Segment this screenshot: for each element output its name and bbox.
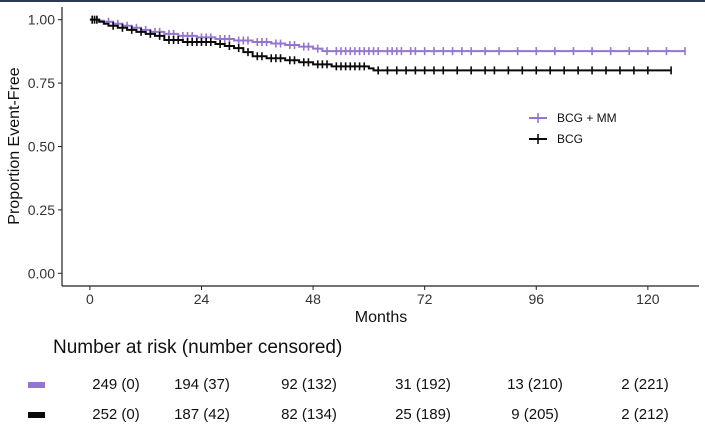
x-axis-title: Months (355, 309, 407, 326)
risk-cell: 2 (212) (621, 406, 669, 423)
risk-row-bcg-mm: 249 (0) 194 (37) 92 (132) 31 (192) 13 (2… (0, 374, 705, 396)
survival-curve (89, 18, 686, 53)
legend-label: BCG (557, 132, 583, 146)
risk-swatch-bcg-mm (28, 382, 45, 388)
risk-cell: 9 (205) (511, 406, 559, 423)
risk-cell: 252 (0) (92, 406, 140, 423)
risk-row-bcg: 252 (0) 187 (42) 82 (134) 25 (189) 9 (20… (0, 404, 705, 426)
x-tick-label: 48 (305, 291, 321, 307)
risk-table-title: Number at risk (number censored) (53, 337, 343, 358)
risk-swatch-bcg (28, 412, 45, 418)
y-tick-label: 1.00 (28, 12, 55, 28)
legend-item-bcg-mm: BCG + MM (529, 111, 617, 125)
risk-cell: 187 (42) (174, 406, 230, 423)
risk-cell: 25 (189) (395, 406, 451, 423)
y-tick-label: 0.50 (28, 139, 55, 155)
x-tick-label: 120 (636, 291, 660, 307)
y-tick-label: 0.75 (28, 75, 55, 91)
risk-cell: 31 (192) (395, 376, 451, 393)
axes-layer: 0 24 48 72 96 120 0.00 0.25 0.50 0.75 1.00 (28, 7, 699, 307)
survival-curve (89, 18, 672, 72)
x-tick-label: 72 (417, 291, 433, 307)
risk-cell: 82 (134) (281, 406, 337, 423)
x-tick-label: 24 (194, 291, 210, 307)
series-layer (89, 15, 686, 75)
legend: BCG + MM BCG (529, 111, 617, 146)
series-bcg (89, 15, 672, 75)
risk-cell: 13 (210) (507, 376, 563, 393)
km-chart: 0 24 48 72 96 120 0.00 0.25 0.50 0.75 1.00 BCG + M… (6, 7, 699, 326)
y-tick-label: 0.25 (28, 202, 55, 218)
legend-label: BCG + MM (557, 111, 617, 125)
y-tick-label: 0.00 (28, 265, 55, 281)
risk-cell: 92 (132) (281, 376, 337, 393)
top-border (0, 0, 705, 2)
series-bcg-mm (89, 15, 686, 56)
y-axis-title: Proportion Event-Free (6, 67, 23, 225)
x-tick-label: 0 (86, 291, 94, 307)
x-tick-label: 96 (528, 291, 544, 307)
risk-cell: 2 (221) (621, 376, 669, 393)
legend-item-bcg: BCG (529, 132, 583, 146)
risk-cell: 194 (37) (174, 376, 230, 393)
risk-cell: 249 (0) (92, 376, 140, 393)
